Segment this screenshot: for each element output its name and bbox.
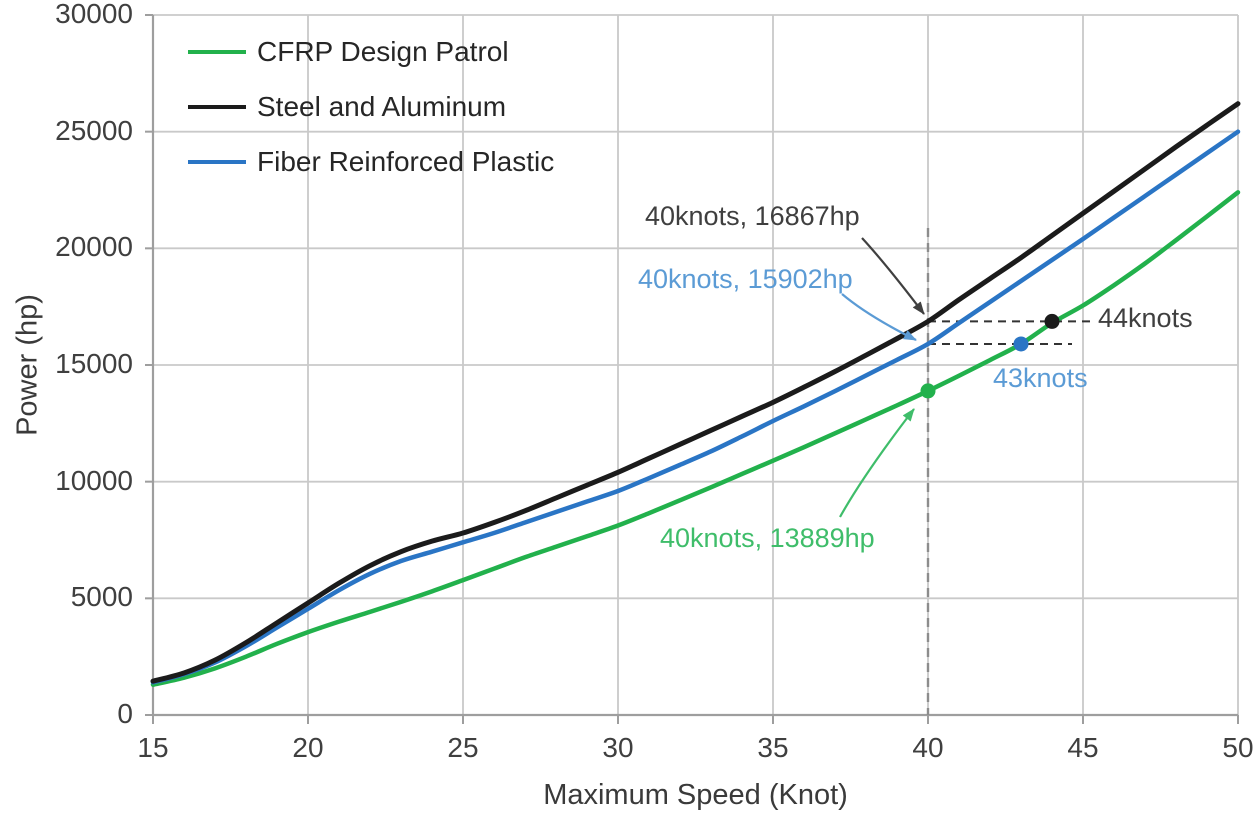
annotation-cfrp-40knots-13889hp: 40knots, 13889hp [660, 523, 875, 553]
y-tick-label-25000: 25000 [55, 114, 133, 146]
x-tick-label-15: 15 [137, 732, 169, 763]
annotation-arrow [861, 237, 925, 315]
annotation-arrow [841, 293, 917, 341]
x-tick-label-25: 25 [447, 732, 479, 763]
legend: CFRP Design Patrol Steel and Aluminum Fi… [188, 24, 554, 189]
data-point-44knots [1044, 313, 1060, 329]
legend-label: CFRP Design Patrol [257, 35, 509, 67]
legend-item-steel-and-aluminum: Steel and Aluminum [188, 79, 554, 134]
legend-line-swatch-blue [188, 159, 246, 164]
annotation-43knots: 43knots [993, 363, 1088, 393]
data-point-43knots [1013, 336, 1029, 352]
y-tick-label-0: 0 [117, 698, 133, 729]
series-line-fiber-reinforced-plastic [150, 129, 1241, 685]
x-tick-label-35: 35 [757, 732, 789, 763]
x-axis-title: Maximum Speed (Knot) [543, 779, 848, 811]
x-tick-label-30: 30 [602, 732, 634, 763]
legend-label: Steel and Aluminum [257, 90, 507, 122]
legend-line-swatch-black [188, 104, 246, 109]
x-tick-label-40: 40 [912, 732, 944, 763]
annotation-frp-40knots-15902hp: 40knots, 15902hp [638, 264, 853, 294]
series-line-steel-and-aluminum [150, 101, 1241, 684]
x-tick-label-50: 50 [1222, 732, 1254, 763]
y-tick-label-15000: 15000 [55, 348, 133, 379]
annotation-44knots: 44knots [1098, 303, 1193, 333]
y-tick-label-30000: 30000 [55, 0, 133, 29]
y-tick-label-5000: 5000 [70, 581, 133, 613]
y-tick-label-10000: 10000 [55, 464, 133, 496]
y-tick-label-20000: 20000 [55, 231, 133, 263]
data-point-40knots [920, 383, 936, 399]
legend-item-cfrp-design-patrol: CFRP Design Patrol [188, 24, 554, 79]
x-tick-label-20: 20 [292, 732, 324, 763]
annotation-steel-40knots-16867hp: 40knots, 16867hp [645, 201, 860, 231]
legend-label: Fiber Reinforced Plastic [257, 145, 555, 177]
x-tick-label-45: 45 [1067, 732, 1099, 763]
legend-item-fiber-reinforced-plastic: Fiber Reinforced Plastic [188, 134, 554, 189]
annotation-arrow [839, 408, 915, 518]
legend-line-swatch-green [188, 49, 246, 54]
